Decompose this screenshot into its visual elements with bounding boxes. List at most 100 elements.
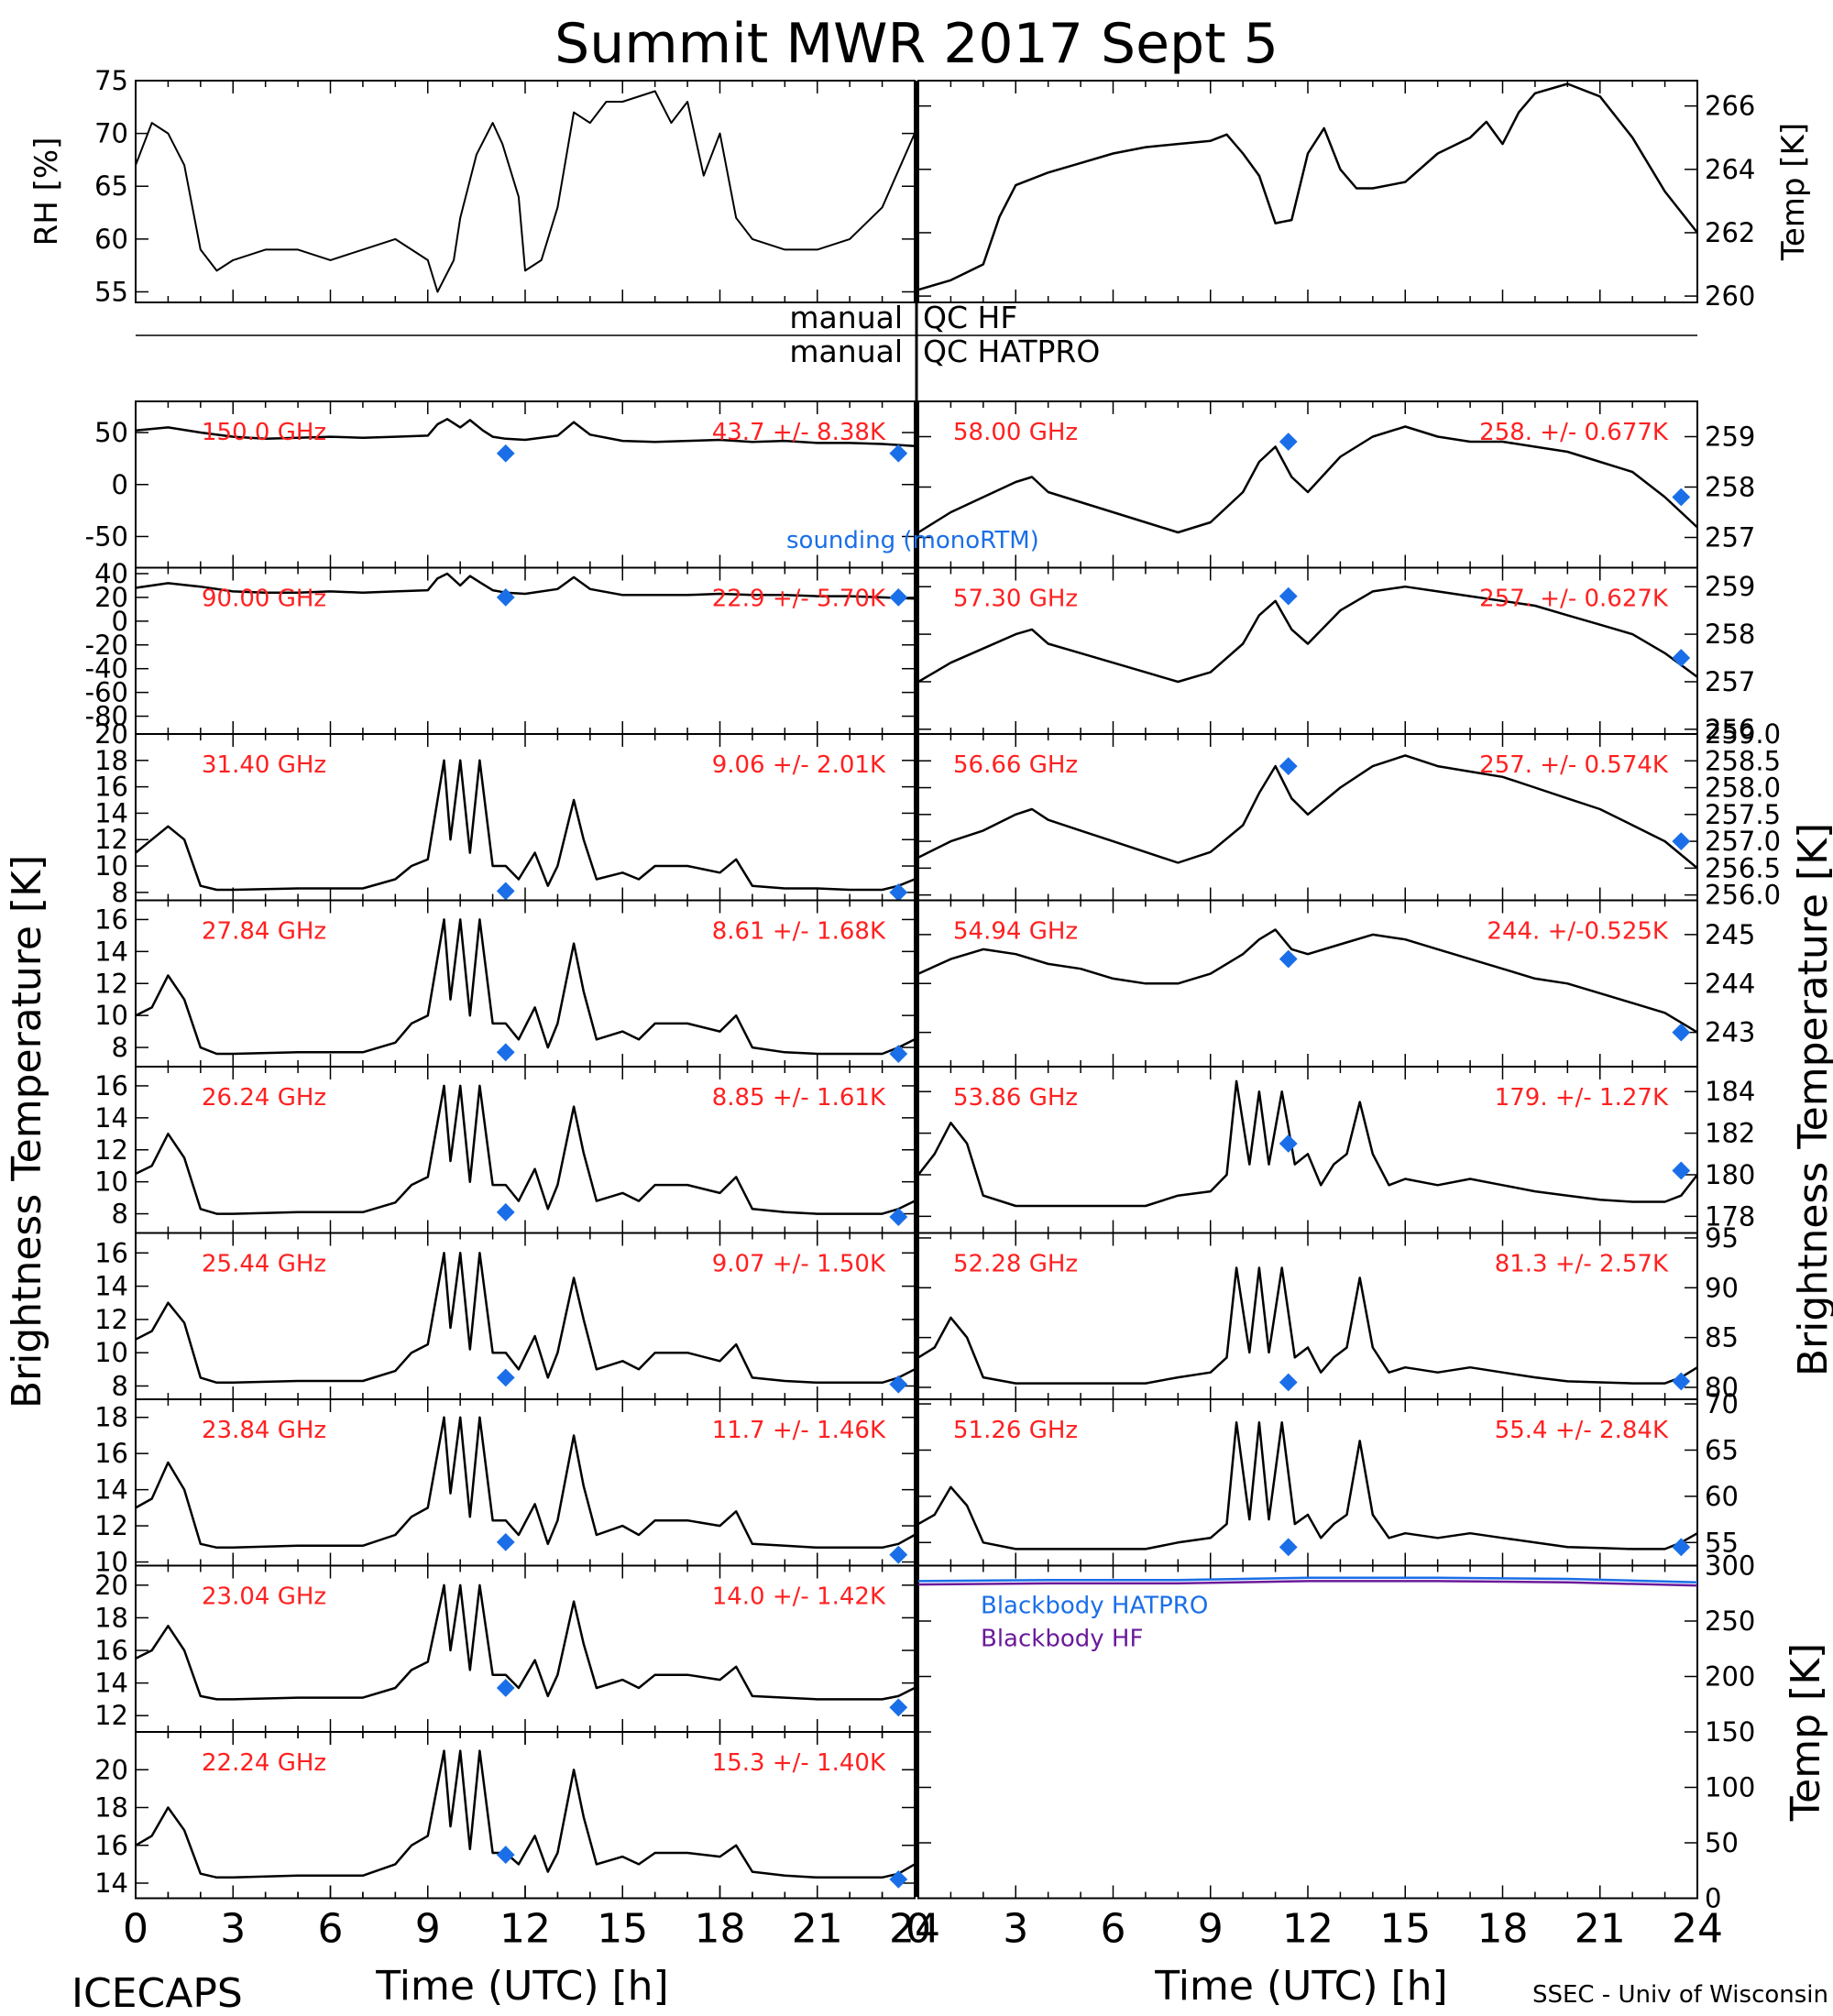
y-tick-label: 12 [94, 1510, 128, 1541]
y-tick-label: 12 [94, 1700, 128, 1731]
panel-frame [917, 80, 1698, 303]
channel-trace [917, 928, 1698, 1034]
channel-frequency-label: 53.86 GHz [953, 1084, 1078, 1112]
sounding-marker [496, 1043, 515, 1062]
y-tick-label: 259.0 [1705, 718, 1781, 750]
y-tick-label: 100 [1705, 1772, 1755, 1803]
sounding-marker [496, 588, 515, 607]
y-tick-label: 259 [1705, 422, 1755, 453]
channel-trace [917, 1420, 1698, 1550]
x-tick-label: 21 [792, 1906, 843, 1953]
y-tick-label: 20 [94, 1570, 128, 1601]
channel-trace [917, 754, 1698, 870]
channel-frequency-label: 56.66 GHz [953, 751, 1078, 779]
sounding-marker [496, 1679, 515, 1697]
x-tick-label: 18 [1477, 1906, 1529, 1953]
channel-trace [917, 1079, 1698, 1208]
y-tick-label: 16 [94, 1635, 128, 1666]
x-tick-label: 6 [1101, 1906, 1126, 1953]
y-tick-label: 65 [1705, 1434, 1739, 1465]
channel-trace [917, 425, 1698, 534]
sounding-marker [889, 882, 908, 902]
channel-stat-label: 81.3 +/- 2.57K [1495, 1251, 1669, 1278]
channel-frequency-label: 52.28 GHz [953, 1251, 1078, 1278]
y-tick-label: 8 [112, 1370, 128, 1401]
y-tick-label: 60 [94, 224, 128, 255]
sounding-marker [1672, 1161, 1691, 1180]
qc-hf-manual-label: manual [789, 300, 903, 335]
channel-trace [135, 1416, 916, 1550]
channel-frequency-label: 23.04 GHz [202, 1583, 326, 1611]
x-tick-label: 9 [415, 1906, 441, 1953]
y-tick-label: 256.0 [1705, 880, 1781, 911]
channel-frequency-label: 57.30 GHz [953, 586, 1078, 613]
y-tick-label: 150 [1705, 1716, 1755, 1748]
channel-trace [135, 1749, 916, 1879]
y-tick-label: 300 [1705, 1550, 1755, 1582]
blackbody-hf-line [917, 1580, 1698, 1587]
y-tick-label: 70 [1705, 1388, 1739, 1419]
y-tick-label: 55 [94, 276, 128, 307]
x-tick-label: 3 [220, 1906, 246, 1953]
y-tick-label: 257 [1705, 522, 1755, 553]
x-tick-label: 12 [1282, 1906, 1334, 1953]
y-tick-label: 258.0 [1705, 772, 1781, 804]
y-tick-label: 18 [94, 1602, 128, 1633]
footer-right: SSEC - Univ of Wisconsin [1532, 1981, 1828, 2009]
y-tick-label: 90 [1705, 1272, 1739, 1303]
y-tick-label: 16 [94, 904, 128, 935]
y-tick-label: 200 [1705, 1661, 1755, 1693]
channel-frequency-label: 58.00 GHz [953, 419, 1078, 446]
channel-stat-label: 9.07 +/- 1.50K [712, 1251, 886, 1278]
rh-trace [135, 90, 916, 293]
y-tick-label: 256 [1705, 714, 1755, 745]
x-tick-label: 21 [1575, 1906, 1626, 1953]
channel-frequency-label: 26.24 GHz [202, 1084, 326, 1112]
y-tick-label: 0 [112, 469, 128, 500]
right-x-axis-label: Time (UTC) [h] [1154, 1963, 1447, 2010]
x-tick-label: 3 [1003, 1906, 1028, 1953]
channel-stat-label: 258. +/- 0.677K [1479, 419, 1669, 446]
sounding-marker [889, 1045, 908, 1063]
y-tick-label: 20 [94, 1754, 128, 1785]
y-tick-label: 243 [1705, 1017, 1755, 1048]
channel-frequency-label: 22.24 GHz [202, 1749, 326, 1777]
sounding-marker [1672, 1023, 1691, 1042]
sounding-marker [889, 1698, 908, 1717]
y-tick-label: 12 [94, 1304, 128, 1335]
qc-hf-label: QC HF [923, 300, 1017, 335]
y-tick-label: 16 [94, 772, 128, 803]
y-tick-label: 10 [94, 1167, 128, 1198]
sounding-marker [1672, 1538, 1691, 1557]
channel-stat-label: 22.9 +/- 5.70K [712, 586, 886, 613]
left-x-axis-label: Time (UTC) [h] [375, 1963, 668, 2010]
channel-stat-label: 257. +/- 0.574K [1479, 751, 1669, 779]
y-tick-label: 85 [1705, 1322, 1739, 1353]
y-tick-label: 8 [112, 1032, 128, 1063]
y-tick-label: 16 [94, 1438, 128, 1469]
y-tick-label: 20 [94, 582, 128, 613]
y-tick-label: 18 [94, 1792, 128, 1824]
y-tick-label: 14 [94, 1868, 128, 1899]
y-tick-label: 178 [1705, 1200, 1755, 1232]
y-tick-label: 257.0 [1705, 826, 1781, 857]
channel-frequency-label: 54.94 GHz [953, 918, 1078, 946]
blackbody-hatpro-legend: Blackbody HATPRO [981, 1593, 1208, 1620]
left-axis-label: Brightness Temperature [K] [4, 855, 50, 1408]
y-tick-label: 180 [1705, 1159, 1755, 1190]
channel-frequency-label: 23.84 GHz [202, 1417, 326, 1444]
y-tick-label: 260 [1705, 280, 1755, 312]
y-tick-label: 266 [1705, 91, 1755, 122]
sounding-marker [496, 1368, 515, 1387]
channel-stat-label: 14.0 +/- 1.42K [712, 1583, 886, 1611]
y-tick-label: 244 [1705, 968, 1755, 999]
sounding-marker [889, 1545, 908, 1564]
y-tick-label: 65 [94, 170, 128, 202]
y-tick-label: 259 [1705, 571, 1755, 602]
y-tick-label: 10 [94, 1547, 128, 1578]
y-tick-label: 75 [94, 65, 128, 96]
channel-stat-label: 15.3 +/- 1.40K [712, 1749, 886, 1777]
y-tick-label: 262 [1705, 217, 1755, 248]
footer-left: ICECAPS [71, 1970, 243, 2016]
channel-stat-label: 8.85 +/- 1.61K [712, 1084, 886, 1112]
